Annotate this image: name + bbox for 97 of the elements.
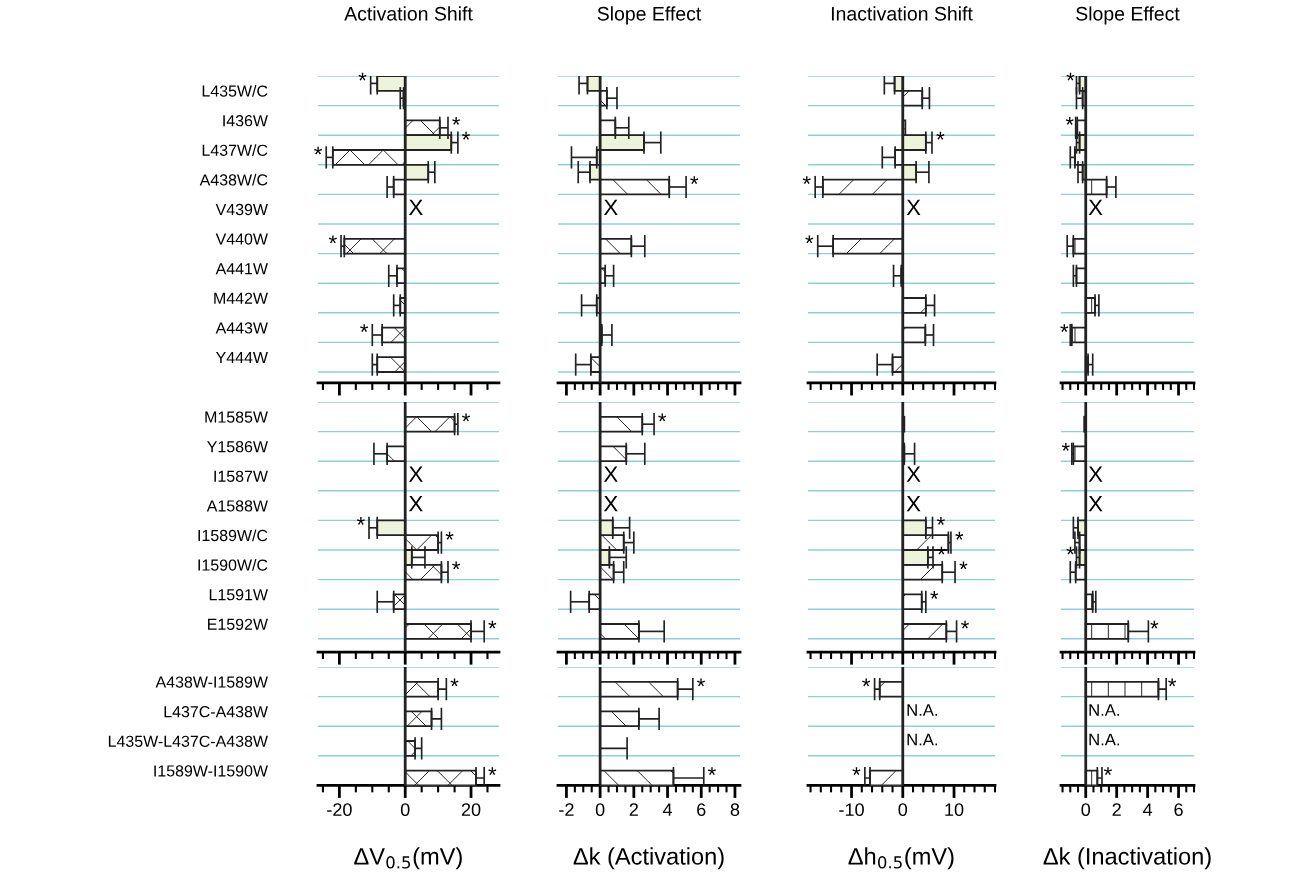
text: X — [1088, 496, 1103, 512]
data-label: * — [462, 131, 470, 140]
text: X — [906, 466, 921, 482]
text: X — [408, 199, 423, 215]
text: N.A. — [1089, 733, 1120, 746]
data-label: * — [1150, 620, 1159, 629]
x-tick-label: 0 — [898, 803, 908, 817]
text: X — [603, 466, 618, 482]
x-tick-label: -20 — [327, 803, 352, 817]
x-tick-label: 0 — [595, 803, 605, 817]
data-label: * — [450, 678, 459, 687]
text: X — [603, 199, 618, 215]
y-tick-label: A441W — [215, 263, 268, 275]
x-tick-label: 2 — [629, 803, 638, 816]
y-tick-label: L435W-L437C-A438W — [108, 735, 268, 747]
y-tick-label: L1591W — [209, 589, 268, 601]
x-tick-label: 10 — [945, 803, 964, 817]
x-tick-label: 2 — [1112, 803, 1121, 816]
text: X — [1088, 199, 1103, 215]
data-label: * — [955, 531, 964, 540]
y-tick-label: A1588W — [206, 500, 268, 512]
data-label: * — [1060, 324, 1069, 333]
data-label: * — [930, 591, 939, 599]
data-label: * — [1066, 72, 1075, 81]
data-label: * — [802, 176, 811, 185]
y-tick-label: A438W/C — [199, 173, 268, 186]
y-tick-label: I1587W — [214, 470, 268, 482]
data-label: * — [328, 235, 337, 244]
y-tick-label: A438W-I1589W — [155, 676, 268, 688]
data-label: * — [961, 620, 969, 629]
x-tick-label: 20 — [461, 803, 481, 817]
data-label: * — [1061, 443, 1070, 451]
y-tick-label: L437C-A438W — [164, 706, 268, 718]
y-tick-label: M1585W — [205, 411, 268, 423]
y-tick-label: M442W — [214, 292, 268, 304]
y-tick-label: Y444W — [215, 352, 268, 363]
text: N.A. — [907, 704, 938, 716]
data-label: * — [1168, 678, 1177, 687]
text: X — [906, 496, 921, 512]
data-label: * — [936, 131, 945, 140]
x-axis-title: ΔV$_{0.5}$(mV) — [354, 847, 462, 870]
text: X — [1088, 466, 1103, 482]
data-label: * — [697, 678, 705, 687]
x-tick-label: 6 — [697, 803, 706, 817]
x-tick-label: 0 — [1081, 803, 1091, 817]
x-axis-title: Δh$_{0.5}$(mV) — [848, 847, 954, 870]
y-tick-label: I436W — [223, 115, 268, 127]
data-label: * — [937, 546, 946, 555]
x-tick-label: 0 — [400, 803, 410, 817]
x-tick-label: -2 — [559, 803, 574, 816]
text: X — [906, 199, 921, 215]
text: X — [603, 496, 618, 512]
data-label: * — [862, 678, 871, 687]
x-axis-title: Δk (Activation) — [573, 847, 724, 870]
data-label: * — [707, 767, 716, 776]
data-label: * — [690, 176, 699, 185]
x-tick-label: 6 — [1174, 803, 1183, 817]
data-label: * — [445, 531, 454, 540]
data-label: * — [358, 72, 367, 81]
data-label: * — [959, 561, 968, 570]
data-label: * — [1065, 117, 1074, 125]
data-label: * — [452, 561, 461, 570]
y-tick-label: I1589W-I1590W — [154, 765, 268, 777]
data-label: * — [488, 767, 497, 776]
y-tick-label: E1592W — [208, 618, 268, 630]
x-tick-label: 8 — [730, 803, 740, 817]
data-label: * — [356, 517, 365, 525]
y-tick-label: A443W — [215, 322, 268, 334]
chart-title: Inactivation Shift — [831, 6, 973, 21]
chart-title: Slope Effect — [1076, 6, 1180, 25]
data-label: * — [1104, 767, 1112, 776]
y-tick-label: L437W/C — [202, 144, 268, 156]
data-label: * — [462, 413, 470, 422]
data-label: * — [488, 620, 497, 629]
y-tick-label: L435W/C — [202, 85, 268, 97]
chart-title: Slope Effect — [597, 6, 702, 25]
text: X — [408, 496, 423, 512]
data-label: * — [852, 767, 861, 776]
y-tick-label: Y1586W — [207, 441, 268, 453]
data-label: * — [936, 517, 945, 525]
text: N.A. — [907, 733, 938, 746]
x-tick-label: 4 — [662, 803, 673, 816]
data-label: * — [360, 324, 369, 333]
text: X — [408, 466, 423, 482]
y-tick-label: V440W — [215, 233, 268, 245]
x-axis-title: Δk (Inactivation) — [1043, 847, 1211, 870]
data-label: * — [805, 235, 814, 244]
y-tick-label: V439W — [215, 203, 268, 216]
data-label: * — [658, 413, 667, 422]
y-tick-label: I1589W/C — [198, 529, 268, 542]
y-tick-label: I1590W/C — [198, 559, 268, 571]
chart-title: Activation Shift — [344, 6, 473, 21]
x-tick-label: 4 — [1143, 803, 1153, 816]
data-label: * — [452, 117, 461, 125]
x-tick-label: -10 — [839, 803, 864, 817]
text: N.A. — [1089, 704, 1120, 716]
data-label: * — [314, 146, 323, 155]
